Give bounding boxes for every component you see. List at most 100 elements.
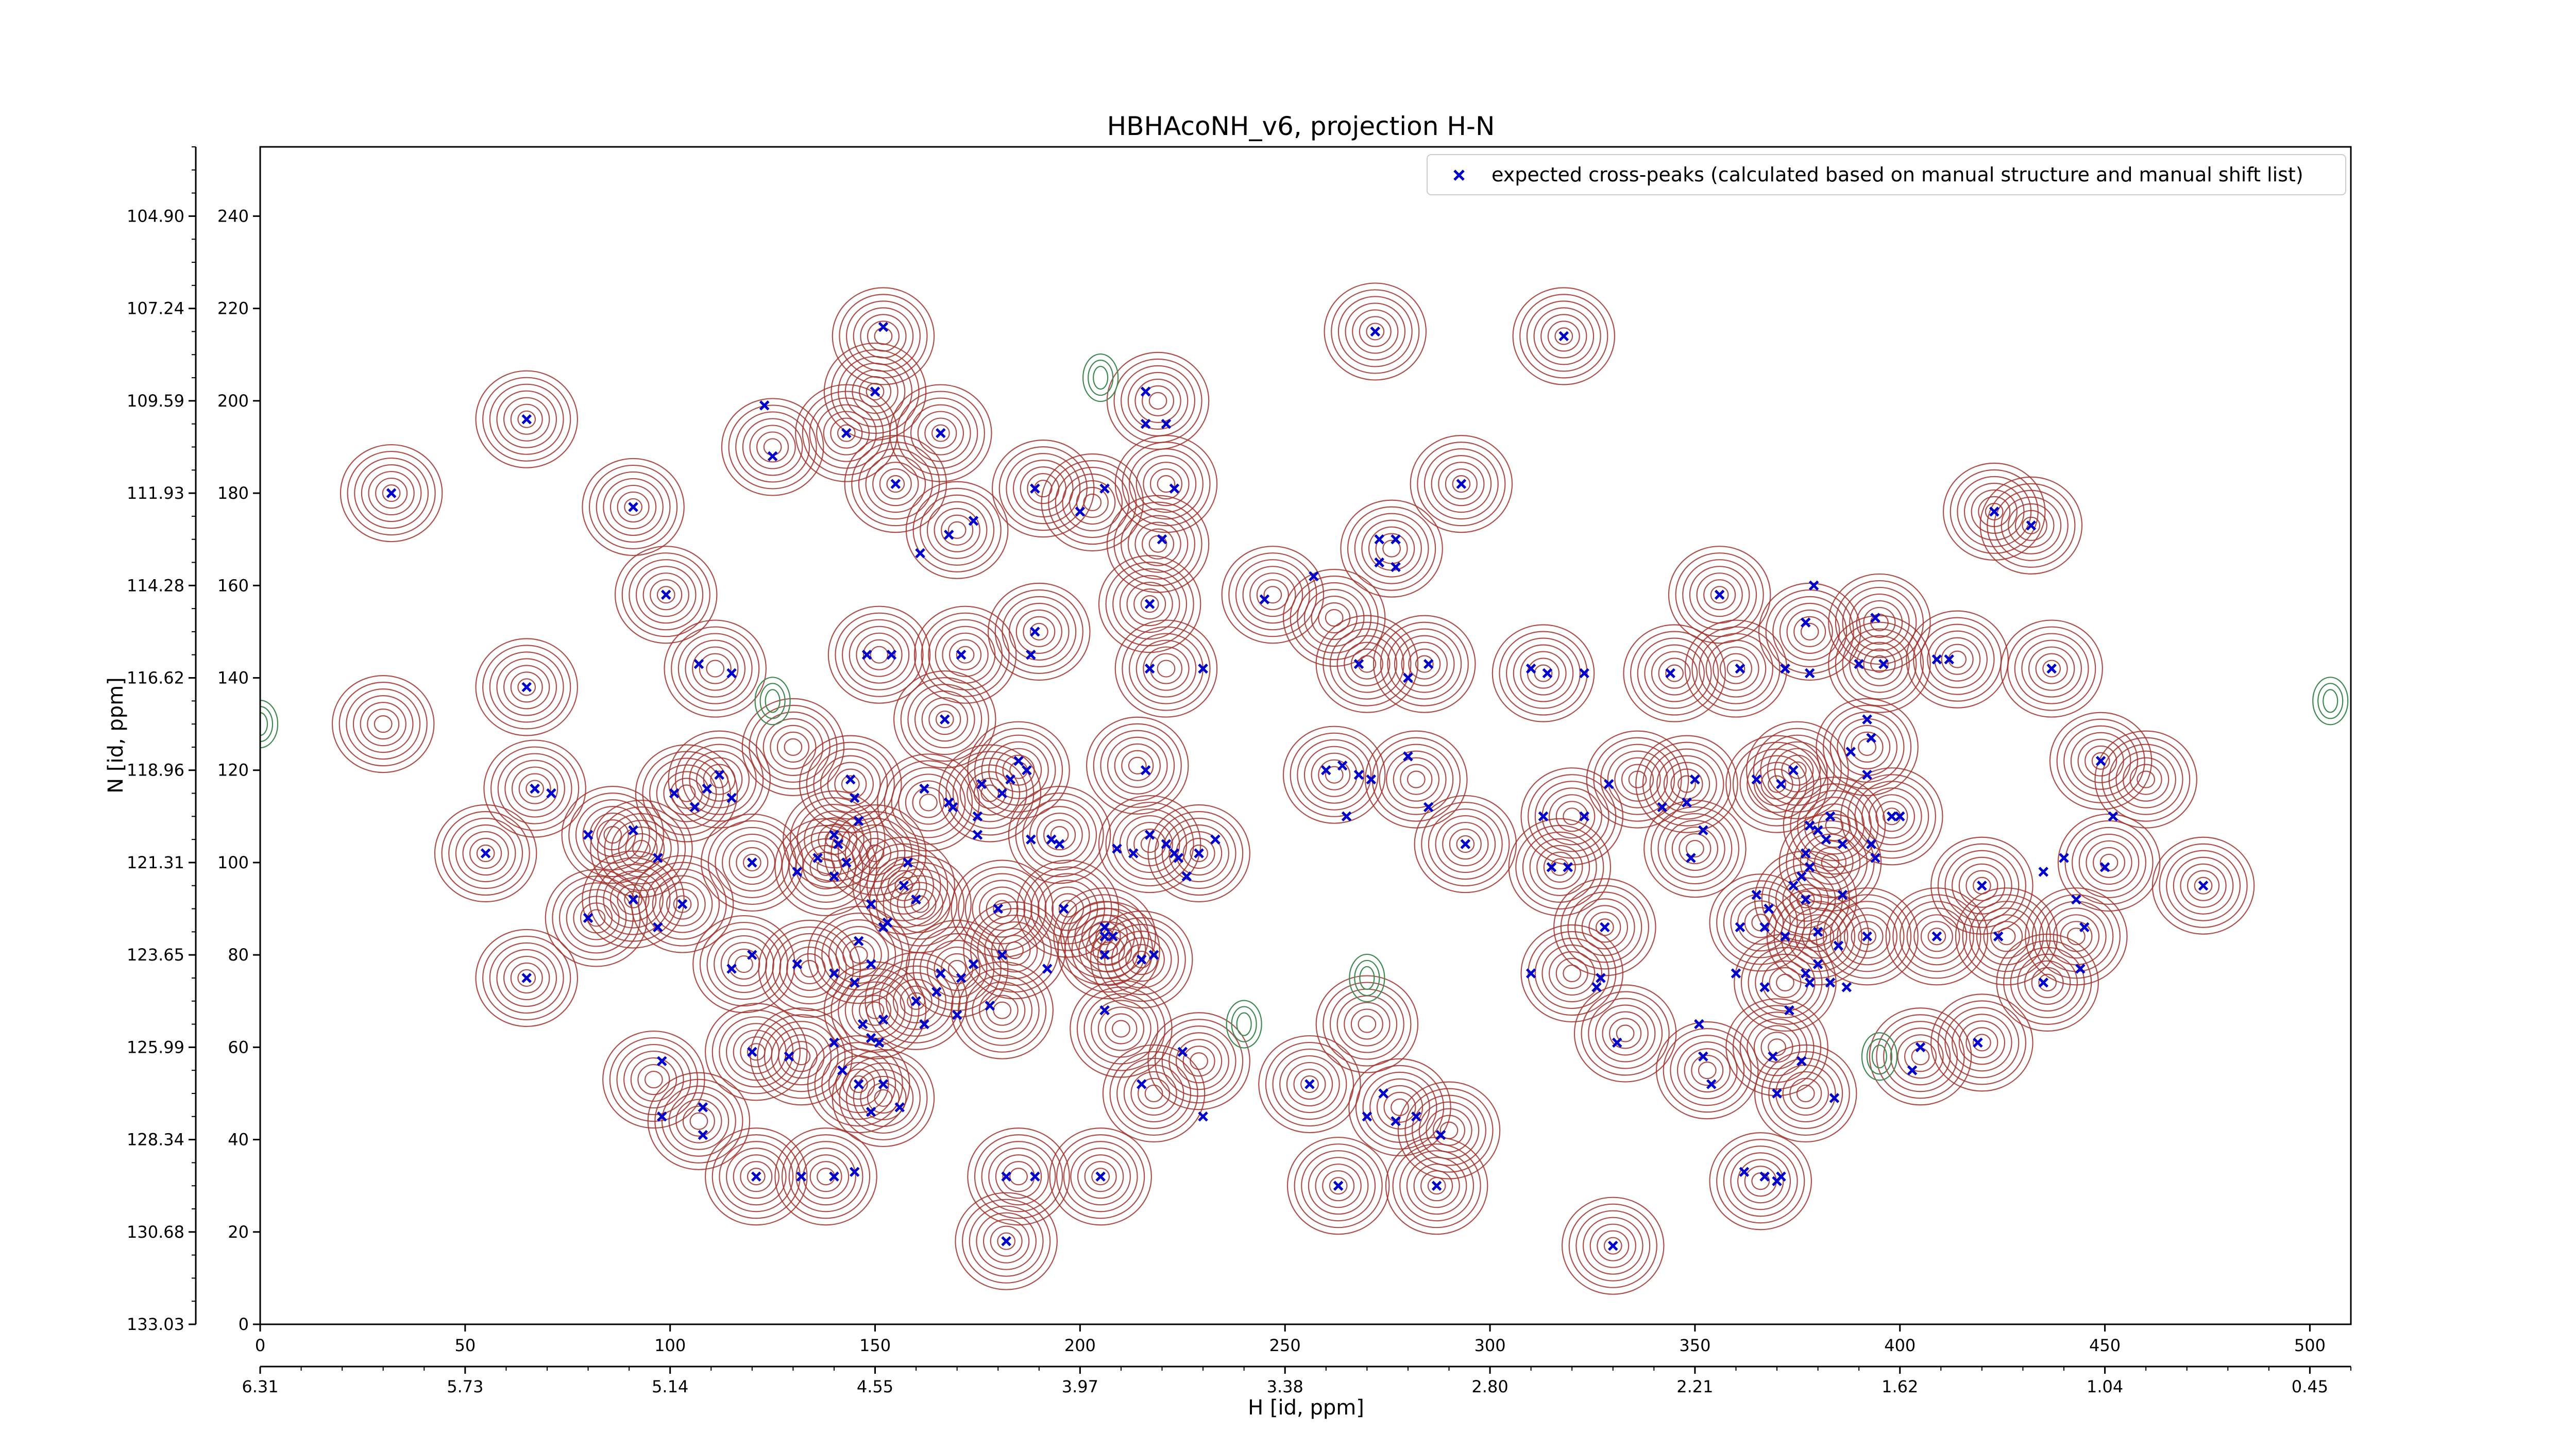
contour-ring bbox=[603, 870, 664, 929]
contour-ring bbox=[905, 780, 952, 825]
contour-ring bbox=[1414, 795, 1517, 894]
peak-marker bbox=[1977, 880, 1987, 891]
contour-ring bbox=[1114, 619, 1218, 718]
peak-marker bbox=[1682, 797, 1692, 808]
contour-ring bbox=[1359, 316, 1392, 347]
contour-ring bbox=[482, 935, 571, 1021]
contour-ring bbox=[1077, 1154, 1124, 1199]
contour-ring bbox=[510, 671, 543, 703]
contour-ring bbox=[1427, 1177, 1446, 1195]
peak-marker bbox=[1181, 871, 1192, 882]
contour-ring bbox=[1344, 642, 1391, 686]
contour-ring bbox=[1526, 300, 1601, 372]
peak-marker bbox=[521, 414, 532, 425]
contour-ring bbox=[1354, 513, 1429, 584]
contour-ring bbox=[2010, 947, 2085, 1019]
contour-ring bbox=[496, 390, 557, 448]
contour-ring bbox=[1962, 894, 2051, 979]
peak-marker bbox=[1812, 959, 1823, 969]
contour-ring bbox=[1863, 606, 1896, 638]
peak-marker bbox=[1866, 733, 1876, 743]
contour-ring bbox=[889, 384, 992, 482]
peak-marker bbox=[878, 322, 889, 332]
contour-ring bbox=[1563, 964, 1582, 983]
contour-ring bbox=[997, 1232, 1016, 1250]
contour-ring bbox=[969, 1205, 1044, 1277]
peak-marker bbox=[759, 400, 770, 411]
contour-ring bbox=[1739, 1012, 1815, 1083]
negative-contour-ring bbox=[260, 712, 268, 736]
contour-ring bbox=[1651, 651, 1698, 696]
contour-ring bbox=[1157, 660, 1176, 678]
x-id-tick-label: 0 bbox=[255, 1336, 265, 1355]
contour-ring bbox=[1058, 900, 1077, 918]
peak-marker bbox=[829, 871, 839, 882]
contour-ring bbox=[988, 1148, 1049, 1206]
contour-ring bbox=[959, 764, 1021, 822]
contour-ring bbox=[504, 760, 565, 818]
contour-ring bbox=[1776, 973, 1794, 992]
contour-ring bbox=[1126, 582, 1173, 627]
contour-ring bbox=[2000, 619, 2103, 718]
contour-ring bbox=[1161, 817, 1236, 889]
contour-ring bbox=[1132, 950, 1151, 969]
negative-contour-ring bbox=[2323, 689, 2338, 713]
contour-ring bbox=[1543, 851, 1576, 883]
contour-ring bbox=[942, 632, 989, 677]
contour-ring bbox=[1603, 1237, 1622, 1255]
negative-contour-ring bbox=[1359, 966, 1375, 990]
contour-ring bbox=[1279, 1055, 1340, 1114]
contour-ring bbox=[809, 851, 842, 883]
contour-ring bbox=[1965, 870, 1998, 901]
contour-ring bbox=[1670, 1035, 1745, 1106]
contour-ring bbox=[1987, 483, 2076, 568]
contour-ring bbox=[462, 831, 509, 876]
contour-ring bbox=[677, 633, 753, 704]
negative-contour-ring bbox=[759, 683, 786, 719]
contour-ring bbox=[1303, 746, 1365, 804]
contour-ring bbox=[955, 1192, 1058, 1290]
peak-marker bbox=[853, 1079, 864, 1089]
peak-marker bbox=[866, 1107, 876, 1117]
contour-ring bbox=[1698, 1062, 1717, 1080]
peak-marker bbox=[2099, 862, 2110, 872]
contour-ring bbox=[1849, 635, 1910, 693]
contour-ring bbox=[967, 721, 1070, 819]
peak-marker bbox=[1321, 765, 1331, 776]
contour-ring bbox=[2024, 960, 2071, 1005]
contour-ring bbox=[588, 464, 678, 550]
contour-ring bbox=[789, 797, 879, 882]
contour-ring bbox=[1142, 528, 1175, 560]
peak-marker bbox=[628, 894, 638, 905]
contour-ring bbox=[603, 478, 664, 536]
contour-ring bbox=[872, 462, 919, 507]
contour-ring bbox=[1380, 621, 1469, 706]
contour-ring bbox=[1140, 595, 1159, 613]
contour-ring bbox=[1030, 873, 1106, 945]
contour-ring bbox=[947, 959, 967, 978]
peak-marker bbox=[2026, 520, 2037, 531]
contour-ring bbox=[947, 521, 967, 539]
contour-ring bbox=[1352, 309, 1399, 354]
contour-ring bbox=[1657, 813, 1733, 885]
contour-ring bbox=[1723, 887, 1798, 958]
contour-ring bbox=[1029, 806, 1090, 864]
contour-ring bbox=[1119, 575, 1180, 633]
peak-marker bbox=[546, 788, 556, 799]
contour-ring bbox=[934, 508, 980, 552]
contour-ring bbox=[1134, 521, 1181, 566]
peak-marker bbox=[1657, 802, 1668, 813]
contour-ring bbox=[1012, 459, 1074, 518]
contour-ring bbox=[1642, 742, 1732, 827]
contour-ring bbox=[1883, 1021, 1958, 1092]
peak-marker bbox=[956, 649, 967, 660]
negative-contour-ring bbox=[1349, 953, 1385, 1003]
y-id-tick-label: 180 bbox=[217, 483, 249, 503]
contour-ring bbox=[517, 410, 536, 428]
peak-marker bbox=[940, 714, 950, 724]
contour-ring bbox=[1754, 850, 1857, 949]
peak-marker bbox=[702, 783, 713, 794]
contour-ring bbox=[1746, 721, 1849, 819]
contour-ring bbox=[1387, 628, 1462, 700]
contour-ring bbox=[711, 1009, 801, 1094]
